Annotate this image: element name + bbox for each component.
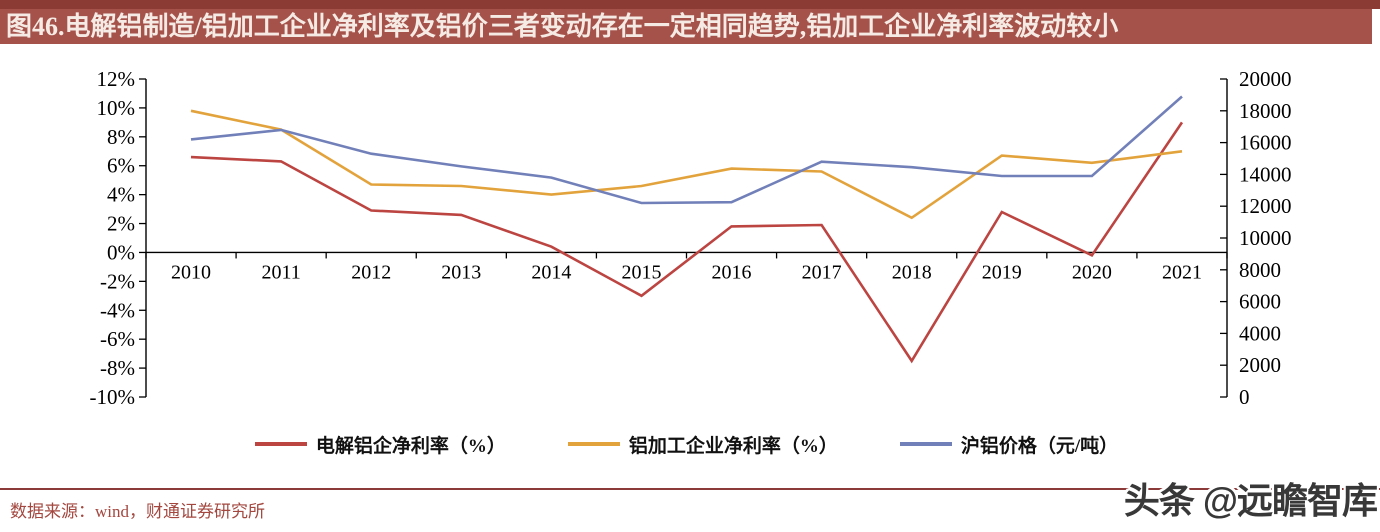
right-axis-tick-label: 10000 bbox=[1239, 226, 1292, 250]
x-axis-year-label: 2021 bbox=[1162, 261, 1202, 283]
series-line-1 bbox=[190, 109, 1183, 220]
x-axis-year-label: 2013 bbox=[441, 261, 481, 283]
right-axis-tick-label: 6000 bbox=[1239, 290, 1281, 314]
right-axis-tick-label: 20000 bbox=[1239, 67, 1292, 91]
left-axis-tick-label: -6% bbox=[100, 327, 135, 351]
left-axis-tick-label: 8% bbox=[107, 125, 135, 149]
figure-title-top-strip bbox=[0, 0, 1380, 9]
x-axis-year-label: 2012 bbox=[351, 261, 391, 283]
left-axis-tick-label: 6% bbox=[107, 154, 135, 178]
left-axis-tick-label: 12% bbox=[97, 67, 136, 91]
legend-label: 电解铝企净利率（%） bbox=[315, 435, 506, 457]
left-axis-tick-label: 4% bbox=[107, 183, 135, 207]
right-axis-tick-label: 12000 bbox=[1239, 194, 1292, 218]
x-axis-year-label: 2014 bbox=[531, 261, 571, 283]
legend-item-electrolytic-aluminum-margin: 电解铝企净利率（%） bbox=[254, 431, 506, 458]
right-axis-tick-label: 18000 bbox=[1239, 99, 1292, 123]
right-axis-tick-label: 2000 bbox=[1239, 353, 1281, 377]
left-axis-tick-label: -8% bbox=[100, 356, 135, 380]
right-axis-tick-label: 0 bbox=[1239, 385, 1250, 409]
right-axis-tick-label: 8000 bbox=[1239, 258, 1281, 282]
x-axis-year-label: 2010 bbox=[171, 261, 211, 283]
series-line-0 bbox=[190, 121, 1184, 364]
x-axis-year-label: 2020 bbox=[1072, 261, 1112, 283]
chart-legend: 电解铝企净利率（%） 铝加工企业净利率（%） 沪铝价格（元/吨） bbox=[146, 431, 1227, 457]
legend-line-swatch-red bbox=[254, 442, 307, 446]
left-axis-tick-label: -10% bbox=[90, 385, 136, 409]
x-axis-year-label: 2015 bbox=[621, 261, 661, 283]
left-axis-tick-label: 10% bbox=[97, 96, 136, 120]
left-axis-tick-label: 0% bbox=[107, 240, 135, 264]
legend-line-swatch-yellow bbox=[567, 442, 620, 446]
figure-title: 图46.电解铝制造/铝加工企业净利率及铝价三者变动存在一定相同趋势,铝加工企业净… bbox=[6, 12, 1119, 41]
x-axis-year-label: 2019 bbox=[982, 261, 1022, 283]
right-axis-tick-label: 4000 bbox=[1239, 321, 1281, 345]
legend-label: 铝加工企业净利率（%） bbox=[628, 435, 838, 457]
left-axis-tick-label: -2% bbox=[100, 269, 135, 293]
right-axis-tick-label: 14000 bbox=[1239, 162, 1292, 186]
legend-item-shfe-aluminum-price: 沪铝价格（元/吨） bbox=[899, 431, 1119, 458]
legend-item-aluminum-processing-margin: 铝加工企业净利率（%） bbox=[567, 431, 838, 458]
x-axis-year-label: 2018 bbox=[892, 261, 932, 283]
legend-label: 沪铝价格（元/吨） bbox=[960, 435, 1119, 457]
footer-divider-line bbox=[0, 488, 1380, 490]
legend-line-swatch-blue bbox=[899, 442, 952, 446]
x-axis-year-label: 2016 bbox=[712, 261, 752, 283]
left-axis-tick-label: -4% bbox=[100, 298, 135, 322]
series-line-2 bbox=[190, 95, 1183, 205]
data-source-text: 数据来源：wind，财通证券研究所 bbox=[10, 502, 265, 521]
left-axis-tick-label: 2% bbox=[107, 212, 135, 236]
right-axis-tick-label: 16000 bbox=[1239, 131, 1292, 155]
x-axis-year-label: 2017 bbox=[802, 261, 842, 283]
watermark-text: 头条 @远瞻智库 bbox=[1123, 480, 1378, 521]
x-axis-year-label: 2011 bbox=[261, 261, 300, 283]
